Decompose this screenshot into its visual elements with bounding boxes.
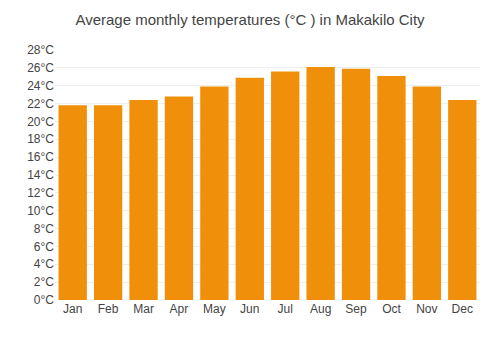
svg-text:22°C: 22°C	[27, 97, 54, 111]
svg-text:14°C: 14°C	[27, 168, 54, 182]
svg-text:12°C: 12°C	[27, 186, 54, 200]
svg-text:May: May	[203, 302, 226, 316]
svg-text:24°C: 24°C	[27, 79, 54, 93]
svg-text:Average monthly temperatures (: Average monthly temperatures (°C ) in Ma…	[75, 11, 425, 28]
svg-text:6°C: 6°C	[34, 240, 54, 254]
svg-text:Oct: Oct	[382, 302, 401, 316]
svg-text:2°C: 2°C	[34, 275, 54, 289]
svg-text:Sep: Sep	[345, 302, 367, 316]
svg-text:8°C: 8°C	[34, 222, 54, 236]
svg-text:Apr: Apr	[170, 302, 189, 316]
svg-text:10°C: 10°C	[27, 204, 54, 218]
svg-text:Jan: Jan	[63, 302, 82, 316]
svg-text:Jul: Jul	[278, 302, 293, 316]
svg-text:Jun: Jun	[240, 302, 259, 316]
svg-text:Aug: Aug	[310, 302, 331, 316]
svg-text:18°C: 18°C	[27, 132, 54, 146]
svg-text:Mar: Mar	[133, 302, 154, 316]
svg-text:0°C: 0°C	[34, 293, 54, 307]
svg-text:Feb: Feb	[98, 302, 119, 316]
svg-text:Dec: Dec	[452, 302, 473, 316]
svg-text:Nov: Nov	[416, 302, 437, 316]
svg-text:4°C: 4°C	[34, 257, 54, 271]
svg-text:20°C: 20°C	[27, 115, 54, 129]
svg-text:26°C: 26°C	[27, 61, 54, 75]
svg-text:16°C: 16°C	[27, 150, 54, 164]
svg-text:28°C: 28°C	[27, 43, 54, 57]
